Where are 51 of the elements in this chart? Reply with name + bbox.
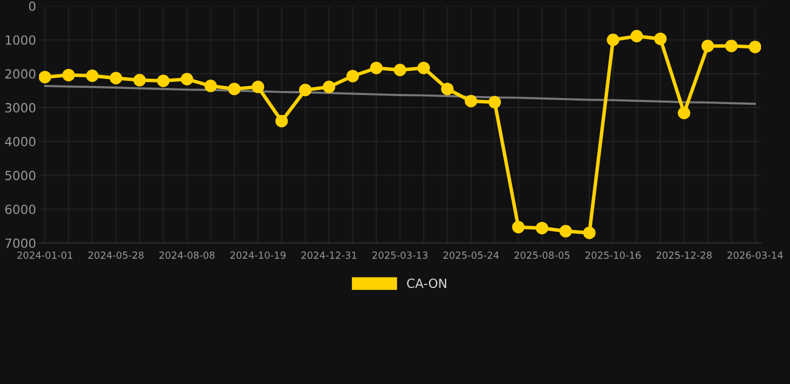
legend-label: CA-ON — [407, 278, 446, 288]
point — [299, 84, 312, 96]
x-tick-label: 2025-03-13 — [372, 252, 428, 259]
y-tick-label: 7000 — [5, 238, 36, 248]
point — [252, 80, 264, 94]
x-tick-label: 2024-12-31 — [301, 252, 356, 259]
point — [559, 224, 572, 238]
point — [157, 74, 170, 88]
x-tick-label: 2026-03-14 — [728, 252, 783, 259]
point — [346, 70, 359, 82]
point — [133, 74, 146, 86]
point — [180, 72, 194, 86]
x-tick-label: 2024-05-28 — [88, 252, 144, 259]
x-tick-label: 2025-12-28 — [656, 252, 712, 259]
y-tick-label: 1000 — [6, 35, 36, 45]
point — [725, 40, 738, 52]
point — [606, 34, 620, 46]
x-tick-label: 2025-08-05 — [514, 252, 570, 259]
x-tick-label: 2025-10-16 — [586, 252, 641, 259]
point — [536, 222, 548, 234]
point — [512, 220, 525, 234]
y-tick-label: 2000 — [5, 69, 36, 79]
point — [275, 114, 288, 128]
x-tick-label: 2025-05-24 — [443, 252, 499, 259]
point — [110, 72, 122, 84]
point — [441, 82, 454, 96]
y-tick-label: 0 — [29, 1, 36, 11]
y-tick-label: 3000 — [5, 103, 36, 112]
point — [701, 40, 714, 52]
y-tick-label: 5000 — [5, 170, 36, 180]
x-tick-label: 2024-01-01 — [17, 252, 72, 259]
point — [417, 62, 430, 74]
point — [654, 32, 667, 46]
x-tick-label: 2024-08-08 — [159, 252, 215, 259]
y-tick-label: 4000 — [5, 136, 36, 146]
x-tick-label: 2024-10-19 — [230, 252, 286, 259]
point — [322, 80, 336, 94]
point — [630, 30, 643, 42]
point — [748, 40, 761, 54]
point — [370, 62, 383, 74]
point — [204, 80, 217, 92]
point — [394, 64, 406, 76]
point — [39, 70, 52, 84]
point — [228, 82, 241, 96]
y-tick-label: 6000 — [5, 204, 36, 214]
point — [464, 94, 478, 108]
point — [86, 69, 99, 82]
point — [488, 96, 501, 108]
point — [678, 106, 690, 120]
point — [62, 68, 75, 82]
point — [583, 226, 596, 240]
